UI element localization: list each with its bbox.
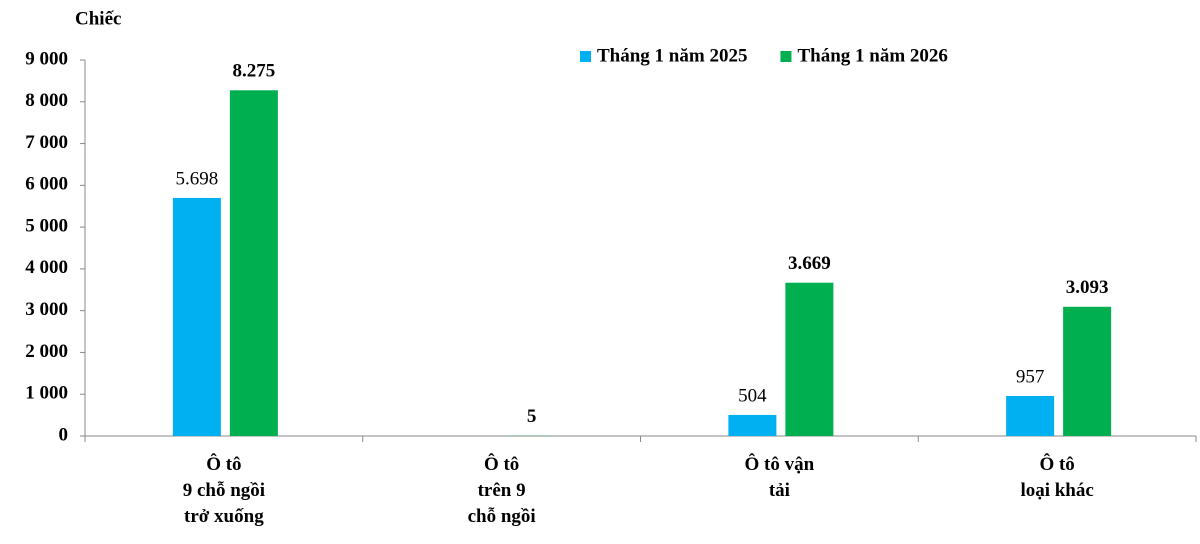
x-tick-label: Ô tô vận tải [745,453,815,501]
value-label: 3.093 [1066,277,1109,298]
y-tick-label: 7 000 [25,132,68,153]
y-tick-label: 8 000 [25,90,68,111]
y-tick-label: 5 000 [25,215,68,236]
bar [1006,396,1055,436]
bar [229,90,278,437]
y-axis-label: Chiếc [75,8,121,29]
legend-swatch [780,51,792,62]
y-tick-label: 4 000 [25,257,68,278]
legend-label: Tháng 1 năm 2025 [597,45,747,66]
bar [728,414,777,436]
y-tick-label: 3 000 [25,299,68,320]
legend-label: Tháng 1 năm 2026 [797,45,947,66]
value-label: 5 [527,406,537,427]
y-tick-label: 2 000 [25,341,68,362]
value-label: 957 [1016,366,1045,387]
y-tick-label: 1 000 [25,383,68,404]
bar [1063,306,1112,436]
x-tick-label: Ô tô loại khác [1020,453,1093,501]
value-label: 504 [738,385,767,406]
value-label: 8.275 [233,61,276,82]
bar [172,197,221,436]
value-label: 5.698 [176,168,219,189]
legend-swatch [580,51,591,62]
value-label: 3.669 [788,253,831,274]
bar [785,282,834,436]
y-tick-label: 9 000 [25,48,68,69]
y-tick-label: 0 [59,424,69,445]
y-tick-label: 6 000 [25,174,68,195]
x-tick-label: Ô tô 9 chỗ ngồi trở xuống [183,453,265,527]
x-tick-label: Ô tô trên 9 chỗ ngồi [468,453,536,527]
